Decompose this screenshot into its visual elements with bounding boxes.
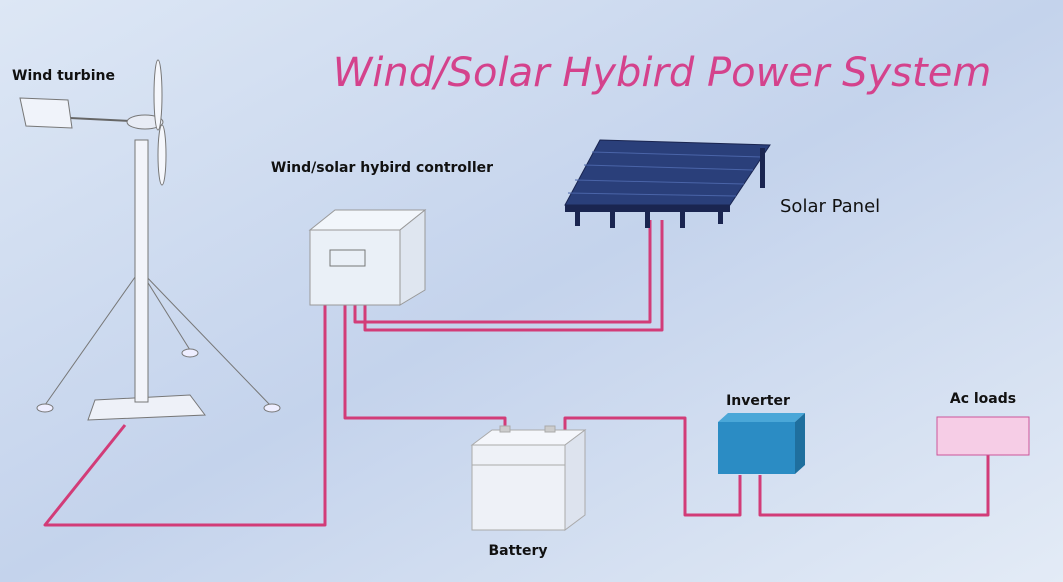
title: Wind/Solar Hybird Power System — [333, 50, 992, 96]
inverter — [718, 413, 805, 474]
ac-loads — [936, 416, 1030, 456]
controller — [308, 208, 427, 306]
wind-turbine-label: Wind turbine — [12, 68, 115, 84]
battery-label: Battery — [488, 543, 547, 559]
wires — [43, 220, 990, 527]
solar-panel — [564, 139, 771, 228]
ac-loads-label: Ac loads — [950, 391, 1016, 407]
solar-panel-label: Solar Panel — [780, 196, 880, 217]
inverter-label: Inverter — [726, 393, 790, 409]
battery — [470, 425, 587, 531]
wind-turbine — [19, 59, 281, 421]
controller-label: Wind/solar hybird controller — [271, 160, 493, 176]
